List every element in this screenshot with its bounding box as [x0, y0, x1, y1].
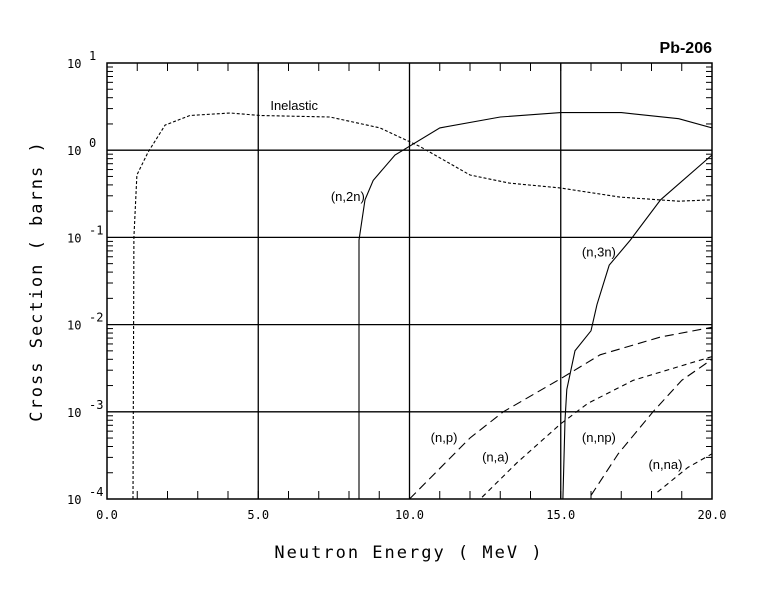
- y-tick-label: 10: [67, 144, 81, 158]
- y-tick-label: 10: [67, 231, 81, 245]
- y-tick-exponent: -4: [89, 485, 103, 499]
- y-tick-exponent: -1: [89, 223, 103, 237]
- y-tick-exponent: -3: [89, 398, 103, 412]
- tick-marks: [107, 63, 712, 499]
- series-label: (n,3n): [582, 245, 616, 260]
- y-tick-label: 10: [67, 319, 81, 333]
- series-label: (n,p): [431, 430, 458, 445]
- series-line-n-a: [481, 356, 713, 498]
- series-label: (n,np): [582, 430, 616, 445]
- x-axis-title: Neutron Energy ( MeV ): [274, 543, 543, 563]
- series-label: (n,a): [482, 449, 509, 464]
- series-lines: Inelastic (n,2n) (n,3n) (n,p) (n,a) (n,np) (n,…: [132, 98, 713, 500]
- y-axis-title: Cross Section ( barns ): [27, 140, 47, 421]
- y-tick-label: 10: [67, 493, 81, 507]
- y-tick-label: 10: [67, 406, 81, 420]
- x-tick-label: 0.0: [96, 508, 118, 522]
- y-tick-label: 10: [67, 57, 81, 71]
- chart-title: Pb-206: [660, 40, 713, 57]
- series-line-inelastic: [132, 112, 713, 500]
- y-tick-exponent: 0: [89, 136, 96, 150]
- x-tick-label: 20.0: [698, 508, 727, 522]
- x-tick-label: 15.0: [546, 508, 575, 522]
- x-tick-label: 5.0: [247, 508, 269, 522]
- x-tick-label: 10.0: [395, 508, 424, 522]
- series-line-n-p: [409, 326, 713, 500]
- series-label: (n,2n): [331, 189, 365, 204]
- grid: [107, 63, 712, 499]
- series-line-n-3n: [562, 154, 713, 500]
- series-label: Inelastic: [270, 98, 318, 113]
- tick-labels: 0.0 5.0 10.0 15.0 20.0 10 1 10 0 10 -1 10 -2 10 -3 10 -4: [67, 49, 726, 522]
- series-line-n-na: [657, 453, 713, 493]
- series-label: (n,na): [648, 457, 682, 472]
- y-tick-exponent: -2: [89, 311, 103, 325]
- y-tick-exponent: 1: [89, 49, 96, 63]
- plot-frame: [106, 62, 713, 500]
- series-line-n-np: [590, 358, 713, 496]
- series-line-n-2n: [358, 112, 713, 499]
